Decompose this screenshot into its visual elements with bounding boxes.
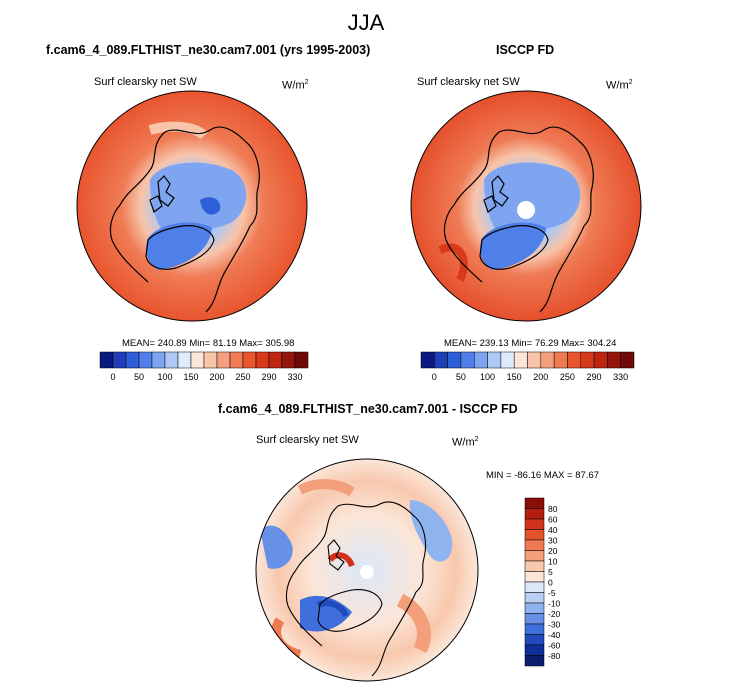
colorbar-tick-label: 80: [548, 504, 558, 514]
colorbar-tick-label: 40: [548, 525, 558, 535]
colorbar-swatch: [164, 351, 179, 369]
colorbar-swatch: [524, 592, 545, 604]
colorbar-tick-label: 50: [134, 372, 144, 382]
obs-colorbar: 0 50 100 150 200 250 290 330: [420, 351, 635, 382]
colorbar-swatch: [524, 508, 545, 520]
colorbar-swatch: [593, 351, 608, 369]
colorbar-swatch: [125, 351, 140, 369]
colorbar-tick-label: 290: [261, 372, 276, 382]
colorbar-swatch: [524, 539, 545, 551]
colorbar-swatch: [447, 351, 462, 369]
colorbar-swatch: [524, 581, 545, 593]
diff-variable-label: Surf clearsky net SW: [256, 434, 359, 446]
colorbar-tick-label: -60: [548, 641, 561, 651]
colorbar-tick-label: 5: [548, 567, 553, 577]
colorbar-swatch: [527, 351, 542, 369]
colorbar-tick-label: 290: [587, 372, 602, 382]
colorbar-swatch: [268, 351, 283, 369]
colorbar-swatch: [524, 623, 545, 635]
diff-polar-map: [255, 458, 479, 682]
obs-polar-map: [410, 90, 642, 322]
colorbar-tick-label: 100: [157, 372, 172, 382]
colorbar-swatch: [524, 497, 545, 509]
colorbar-tick-label: -5: [548, 588, 556, 598]
colorbar-tick-label: 250: [235, 372, 250, 382]
colorbar-tick-label: 100: [480, 372, 495, 382]
colorbar-swatch: [524, 518, 545, 530]
colorbar-swatch: [151, 351, 166, 369]
colorbar-swatch: [474, 351, 488, 369]
colorbar-tick-label: -30: [548, 620, 561, 630]
colorbar-swatch: [242, 351, 257, 369]
colorbar-swatch: [229, 351, 244, 369]
colorbar-swatch: [487, 351, 502, 369]
colorbar-tick-label: 330: [613, 372, 628, 382]
figure-title: JJA: [347, 10, 385, 35]
colorbar-swatch: [177, 351, 192, 369]
colorbar-swatch: [112, 351, 127, 369]
colorbar-tick-label: -40: [548, 630, 561, 640]
colorbar-tick-label: 200: [533, 372, 548, 382]
obs-stats: MEAN= 239.13 Min= 76.29 Max= 304.24: [444, 338, 617, 349]
colorbar-tick-label: 150: [183, 372, 198, 382]
colorbar-swatch: [553, 351, 568, 369]
colorbar-tick-label: 10: [548, 557, 558, 567]
colorbar-swatch: [294, 351, 309, 369]
colorbar-tick-label: 0: [548, 578, 553, 588]
colorbar-swatch: [190, 351, 205, 369]
colorbar-swatch: [620, 351, 635, 369]
colorbar-tick-label: 250: [560, 372, 575, 382]
colorbar-swatch: [99, 351, 114, 369]
colorbar-tick-label: -20: [548, 609, 561, 619]
colorbar-swatch: [524, 655, 545, 667]
obs-variable-label: Surf clearsky net SW: [417, 76, 520, 88]
colorbar-tick-label: 20: [548, 546, 558, 556]
colorbar-swatch: [524, 613, 545, 625]
colorbar-swatch: [460, 351, 475, 369]
colorbar-tick-label: 30: [548, 536, 558, 546]
colorbar-swatch: [500, 351, 515, 369]
model-colorbar: 0 50 100 150 200 250 290 330: [99, 351, 309, 382]
model-stats: MEAN= 240.89 Min= 81.19 Max= 305.98: [122, 338, 295, 349]
model-polar-map: [76, 90, 308, 322]
colorbar-swatch: [580, 351, 595, 369]
colorbar-tick-label: 0: [432, 372, 437, 382]
colorbar-swatch: [524, 550, 545, 562]
colorbar-swatch: [513, 351, 528, 369]
colorbar-tick-label: 50: [456, 372, 466, 382]
colorbar-swatch: [524, 560, 545, 572]
obs-panel-title: ISCCP FD: [496, 43, 555, 57]
colorbar-swatch: [138, 351, 153, 369]
colorbar-swatch: [524, 602, 545, 614]
colorbar-swatch: [255, 351, 270, 369]
colorbar-swatch: [420, 351, 435, 369]
model-panel-title: f.cam6_4_089.FLTHIST_ne30.cam7.001 (yrs …: [46, 43, 371, 57]
colorbar-swatch: [524, 634, 545, 646]
colorbar-swatch: [567, 351, 581, 369]
colorbar-swatch: [281, 351, 296, 369]
colorbar-swatch: [524, 571, 545, 583]
colorbar-swatch: [203, 351, 218, 369]
diff-units-label: W/m2: [452, 436, 479, 449]
model-variable-label: Surf clearsky net SW: [94, 76, 197, 88]
colorbar-swatch: [524, 529, 545, 541]
colorbar-tick-label: 60: [548, 515, 558, 525]
colorbar-swatch: [216, 351, 231, 369]
colorbar-tick-label: 200: [209, 372, 224, 382]
colorbar-swatch: [434, 351, 448, 369]
model-units-label: W/m2: [282, 79, 309, 92]
colorbar-tick-label: 330: [287, 372, 302, 382]
obs-units-label: W/m2: [606, 79, 633, 92]
diff-stats: MIN = -86.16 MAX = 87.67: [486, 470, 600, 481]
colorbar-tick-label: -10: [548, 599, 561, 609]
colorbar-tick-label: -80: [548, 651, 561, 661]
colorbar-tick-label: 0: [110, 372, 115, 382]
colorbar-swatch: [524, 644, 545, 656]
colorbar-tick-label: 150: [507, 372, 522, 382]
diff-panel-title: f.cam6_4_089.FLTHIST_ne30.cam7.001 - ISC…: [218, 402, 518, 416]
colorbar-swatch: [540, 351, 555, 369]
colorbar-swatch: [607, 351, 621, 369]
